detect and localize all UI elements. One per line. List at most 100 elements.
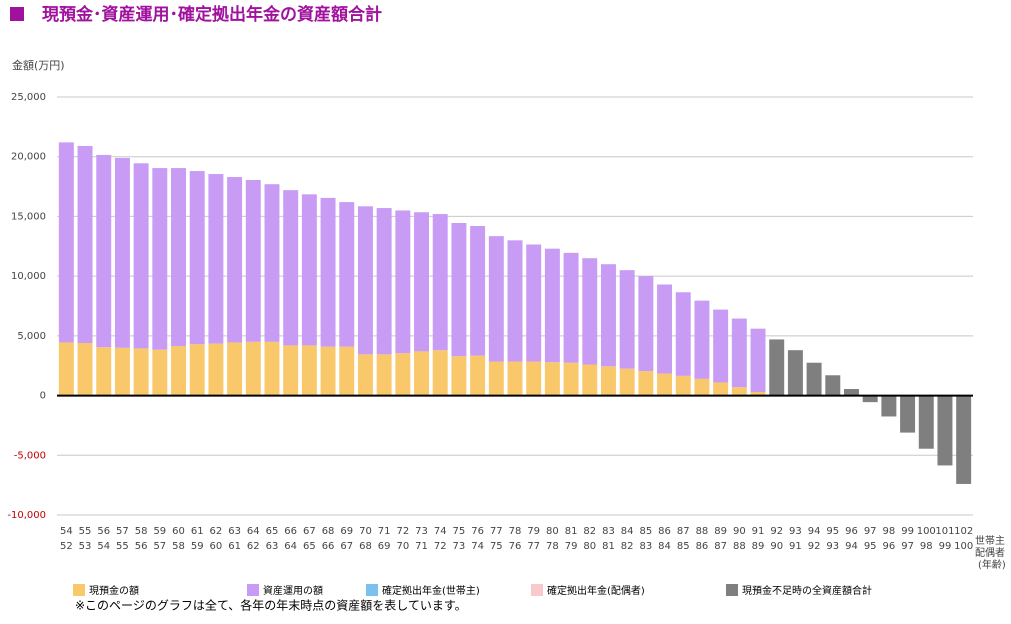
legend-label: 現預金の額 bbox=[89, 584, 139, 597]
x-tick-label: 81 bbox=[565, 526, 578, 537]
bar bbox=[320, 197, 336, 347]
x-tick-label: 88 bbox=[733, 541, 746, 552]
bar bbox=[264, 184, 280, 342]
legend-label: 現預金不足時の全資産額合計 bbox=[742, 584, 872, 597]
x-tick-label: 91 bbox=[789, 541, 802, 552]
y-tick-label: 15,000 bbox=[11, 211, 46, 222]
x-tick-label: 69 bbox=[378, 541, 391, 552]
x-tick-label: 61 bbox=[228, 541, 241, 552]
bar bbox=[114, 157, 130, 348]
x-tick-label: 96 bbox=[845, 526, 858, 537]
bar bbox=[787, 350, 803, 396]
x-tick-label: 72 bbox=[434, 541, 447, 552]
bar bbox=[133, 348, 149, 396]
x-tick-label: 95 bbox=[864, 541, 877, 552]
x-tick-label: 85 bbox=[639, 526, 652, 537]
bar bbox=[544, 248, 560, 363]
x-tick-label: 82 bbox=[583, 526, 596, 537]
bar bbox=[152, 349, 168, 396]
x-tick-label: 57 bbox=[116, 526, 129, 537]
x-tick-label: 70 bbox=[359, 526, 372, 537]
x-tick-label: 78 bbox=[546, 541, 559, 552]
bar bbox=[58, 342, 74, 396]
x-tick-label: 76 bbox=[471, 526, 484, 537]
bar bbox=[432, 214, 448, 351]
bar bbox=[376, 354, 392, 396]
bar bbox=[507, 240, 523, 362]
x-tick-label: 92 bbox=[808, 541, 821, 552]
bar bbox=[320, 346, 336, 396]
bar bbox=[713, 309, 729, 383]
x-tick-label: 67 bbox=[303, 526, 316, 537]
bar bbox=[956, 395, 972, 484]
bar bbox=[937, 395, 953, 466]
bar bbox=[675, 375, 691, 396]
bar bbox=[507, 361, 523, 396]
x-tick-label: 73 bbox=[453, 541, 466, 552]
bar bbox=[451, 222, 467, 357]
bar bbox=[526, 361, 542, 396]
bar bbox=[227, 342, 243, 396]
bar bbox=[376, 208, 392, 355]
x-tick-label: 78 bbox=[509, 526, 522, 537]
bar bbox=[339, 346, 355, 396]
x-tick-label: 74 bbox=[471, 541, 484, 552]
bar bbox=[301, 345, 317, 396]
x-tick-label: 84 bbox=[658, 541, 671, 552]
y-tick-label: 25,000 bbox=[11, 92, 46, 103]
x-tick-label: 58 bbox=[135, 526, 148, 537]
bar bbox=[58, 142, 74, 343]
bar bbox=[563, 362, 579, 396]
bar bbox=[96, 154, 112, 348]
x-tick-label: 90 bbox=[770, 541, 783, 552]
x-tick-label: 81 bbox=[602, 541, 615, 552]
y-tick-label: -5,000 bbox=[14, 450, 46, 461]
bar bbox=[600, 366, 616, 396]
bar bbox=[96, 347, 112, 396]
x-row-label: 世帯主 bbox=[975, 534, 1005, 547]
x-tick-label: 66 bbox=[322, 541, 335, 552]
legend-label: 資産運用の額 bbox=[263, 584, 323, 597]
bar bbox=[862, 395, 878, 403]
x-tick-label: 89 bbox=[714, 526, 727, 537]
bar bbox=[189, 171, 205, 345]
x-tick-label: 53 bbox=[79, 541, 92, 552]
x-tick-label: 68 bbox=[359, 541, 372, 552]
x-tick-label: 71 bbox=[415, 541, 428, 552]
bar bbox=[357, 206, 373, 355]
bar bbox=[900, 395, 916, 433]
x-tick-label: 84 bbox=[621, 526, 634, 537]
x-tick-label: 65 bbox=[266, 526, 279, 537]
x-tick-label: 102 bbox=[954, 526, 973, 537]
bar bbox=[619, 368, 635, 396]
bar bbox=[657, 284, 673, 374]
bar bbox=[806, 362, 822, 396]
bar bbox=[731, 387, 747, 396]
x-row-label: (年齢) bbox=[978, 558, 1006, 571]
bar bbox=[881, 395, 897, 417]
legend-label: 確定拠出年金(世帯主) bbox=[382, 584, 480, 597]
bar bbox=[414, 351, 430, 396]
bar bbox=[264, 341, 280, 396]
x-row-label: 配偶者 bbox=[975, 546, 1005, 559]
bar bbox=[600, 264, 616, 367]
bar bbox=[414, 212, 430, 352]
x-tick-label: 59 bbox=[191, 541, 204, 552]
x-tick-label: 63 bbox=[266, 541, 279, 552]
bar bbox=[283, 190, 299, 346]
x-tick-label: 77 bbox=[490, 526, 503, 537]
legend-swatch bbox=[247, 584, 259, 596]
bar bbox=[694, 300, 710, 379]
x-tick-label: 80 bbox=[546, 526, 559, 537]
x-tick-label: 98 bbox=[920, 541, 933, 552]
x-tick-label: 72 bbox=[396, 526, 409, 537]
x-tick-label: 75 bbox=[453, 526, 466, 537]
bar bbox=[750, 328, 766, 392]
x-tick-label: 99 bbox=[901, 526, 914, 537]
x-tick-label: 59 bbox=[153, 526, 166, 537]
bar bbox=[227, 177, 243, 343]
x-tick-label: 69 bbox=[340, 526, 353, 537]
x-tick-label: 54 bbox=[97, 541, 110, 552]
x-tick-label: 86 bbox=[658, 526, 671, 537]
